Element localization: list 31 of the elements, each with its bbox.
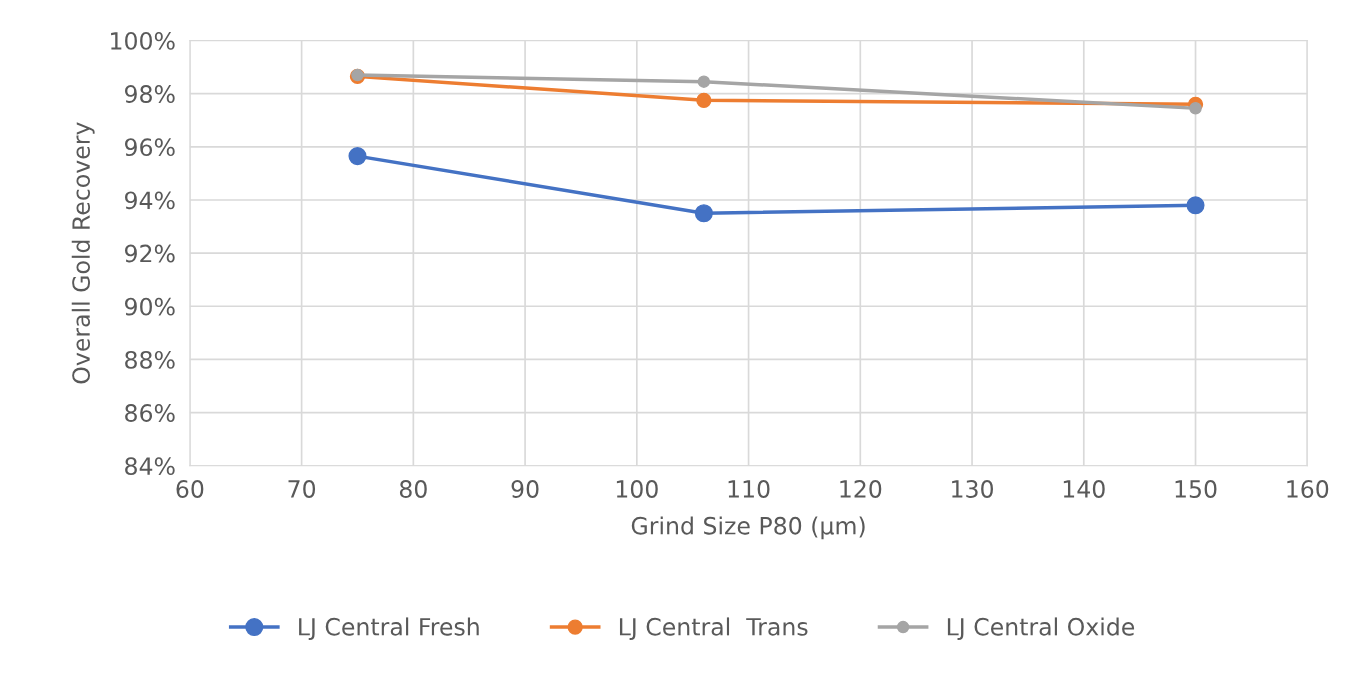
- x-tick-label: 130: [952, 480, 994, 498]
- y-tick-label: 94%: [124, 191, 175, 210]
- y-tick-label: 86%: [125, 404, 175, 422]
- y-tick-label: 92%: [124, 244, 175, 263]
- y-tick-label: 98%: [124, 85, 175, 103]
- y-tick-label: 88%: [125, 350, 175, 369]
- legend-label: LJ Central Trans: [619, 617, 808, 641]
- x-tick-label: 110: [728, 480, 770, 498]
- x-tick-label: 100: [616, 480, 658, 498]
- x-tick-label: 80: [399, 480, 427, 498]
- y-tick-label: 100%: [111, 31, 175, 50]
- y-axis-title: Overall Gold Recovery: [71, 122, 95, 384]
- point: [1189, 102, 1202, 115]
- point: [696, 92, 712, 108]
- y-tick-label: 90%: [124, 297, 175, 316]
- x-tick-label: 120: [840, 480, 882, 498]
- point: [694, 204, 713, 223]
- legend-label: LJ Central Fresh: [299, 617, 479, 641]
- y-tick-label: 84%: [125, 457, 175, 476]
- x-tick-label: 160: [1287, 480, 1329, 498]
- point: [1186, 196, 1205, 215]
- x-tick-label: 60: [176, 480, 204, 498]
- x-tick-label: 140: [1063, 480, 1105, 498]
- x-tick-label: 90: [511, 480, 539, 498]
- x-tick-label: 150: [1175, 480, 1217, 498]
- legend-label: LJ Central Oxide: [947, 617, 1135, 641]
- x-axis-title: Grind Size P80 (µm): [631, 516, 865, 540]
- point: [348, 147, 367, 166]
- y-tick-label: 96%: [124, 138, 175, 157]
- x-tick-label: 70: [288, 480, 316, 498]
- point: [697, 75, 711, 88]
